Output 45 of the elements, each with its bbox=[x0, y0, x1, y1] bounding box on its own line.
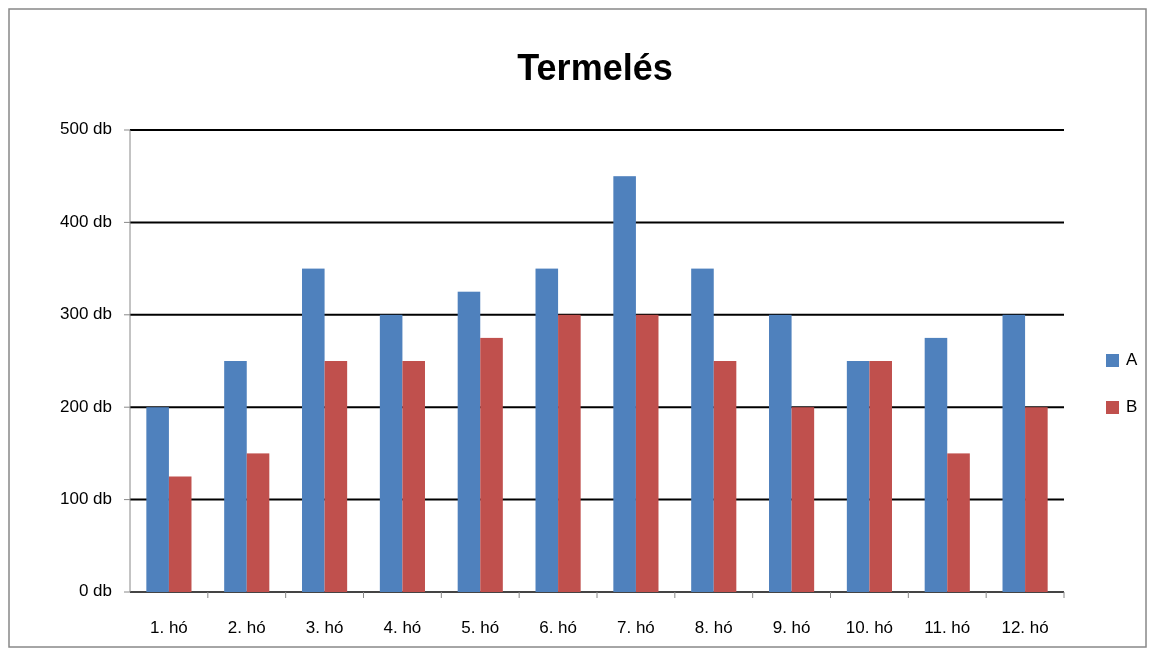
bar bbox=[1002, 314, 1026, 592]
bar bbox=[846, 361, 870, 592]
x-tick-label: 6. hó bbox=[539, 618, 577, 638]
bar bbox=[947, 453, 970, 592]
bar bbox=[869, 361, 892, 592]
bar bbox=[168, 476, 192, 592]
y-tick-label: 0 db bbox=[78, 581, 112, 601]
x-tick-label: 8. hó bbox=[694, 618, 733, 638]
x-tick-label: 3. hó bbox=[305, 618, 344, 638]
x-tick-label: 11. hó bbox=[924, 618, 971, 638]
bar bbox=[402, 361, 425, 592]
y-tick-label: 100 db bbox=[60, 489, 112, 509]
x-tick-label: 9. hó bbox=[772, 618, 811, 638]
bar bbox=[713, 361, 737, 592]
bar bbox=[224, 361, 247, 592]
y-tick-label: 200 db bbox=[60, 396, 112, 416]
chart-title: Termelés bbox=[517, 46, 673, 88]
bar bbox=[535, 268, 559, 592]
y-tick-label: 400 db bbox=[60, 211, 112, 231]
bar bbox=[769, 314, 792, 592]
bar bbox=[480, 337, 503, 592]
x-tick-label: 10. hó bbox=[845, 618, 894, 638]
x-tick-label: 12. hó bbox=[1001, 618, 1049, 638]
y-tick-label: 300 db bbox=[60, 304, 112, 324]
bar bbox=[635, 314, 659, 592]
y-tick-label: 500 db bbox=[60, 119, 112, 139]
x-tick-label: 2. hó bbox=[227, 618, 266, 638]
bar bbox=[558, 314, 581, 592]
x-tick-label: 4. hó bbox=[383, 618, 422, 638]
bar bbox=[246, 453, 270, 592]
bar bbox=[324, 361, 348, 592]
x-tick-label: 7. hó bbox=[617, 618, 655, 638]
bar bbox=[457, 291, 481, 592]
bar bbox=[924, 337, 948, 592]
legend-label: B bbox=[1126, 397, 1138, 417]
bar bbox=[379, 314, 403, 592]
bar bbox=[613, 176, 636, 592]
bar bbox=[1025, 407, 1048, 592]
bar bbox=[302, 268, 325, 592]
bar bbox=[146, 407, 169, 592]
bar bbox=[691, 268, 714, 592]
x-tick-label: 1. hó bbox=[150, 618, 188, 638]
bar bbox=[791, 407, 815, 592]
legend-label: A bbox=[1126, 350, 1138, 370]
x-tick-label: 5. hó bbox=[461, 618, 500, 638]
